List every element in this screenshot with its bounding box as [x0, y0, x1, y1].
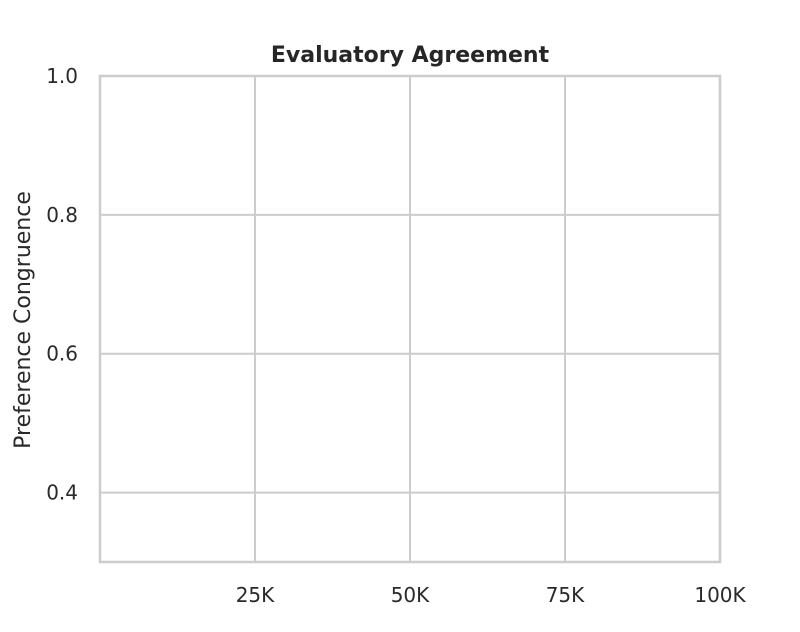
grid — [100, 76, 720, 562]
y-tick-labels: 0.4 0.6 0.8 1.0 — [46, 64, 78, 505]
chart-title: Evaluatory Agreement — [271, 43, 550, 68]
y-tick-label: 0.8 — [46, 203, 78, 227]
x-tick-labels: 25K 50K 75K 100K — [236, 583, 747, 607]
y-tick-label: 0.4 — [46, 481, 78, 505]
y-axis-label: Preference Congruence — [11, 191, 36, 449]
x-tick-label: 25K — [236, 583, 275, 607]
y-tick-label: 0.6 — [46, 342, 78, 366]
plot-frame — [98, 74, 722, 564]
x-tick-label: 50K — [391, 583, 430, 607]
y-tick-label: 1.0 — [46, 64, 78, 88]
x-tick-label: 100K — [694, 583, 746, 607]
x-tick-label: 75K — [546, 583, 585, 607]
